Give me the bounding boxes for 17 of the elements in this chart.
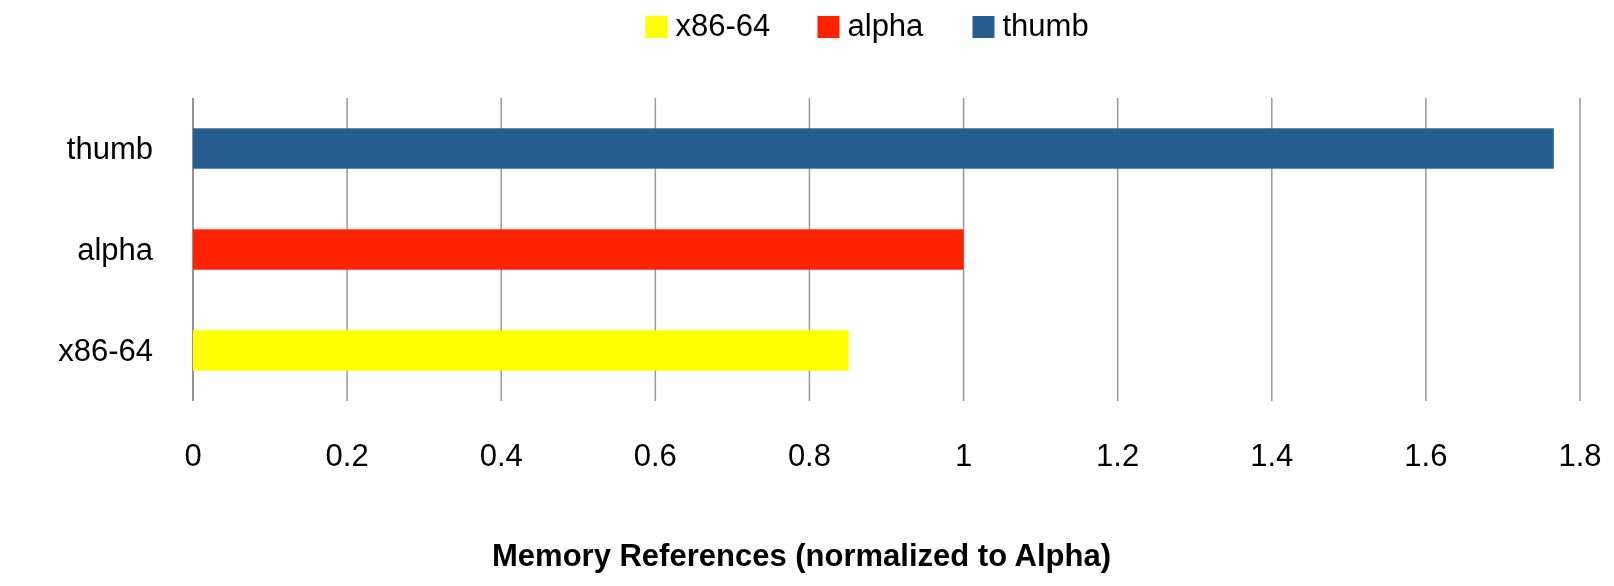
x-tick-label: 1.2 xyxy=(1096,438,1140,473)
x-tick-label: 0 xyxy=(184,438,202,473)
y-tick-label: x86-64 xyxy=(58,333,153,369)
x-axis-title: Memory References (normalized to Alpha) xyxy=(492,538,1111,573)
x-tick-label: 1.6 xyxy=(1404,438,1448,473)
y-tick-label: thumb xyxy=(66,131,153,167)
legend-label: x86-64 xyxy=(675,8,771,43)
x-tick-label: 0.6 xyxy=(633,438,677,473)
x-tick-label: 1.4 xyxy=(1250,438,1294,473)
x-tick-label: 0.4 xyxy=(479,438,523,473)
legend-label: thumb xyxy=(1002,8,1089,43)
y-tick-label: alpha xyxy=(77,232,154,268)
x-tick-label: 0.2 xyxy=(325,438,369,473)
x-tick-label: 1 xyxy=(954,438,973,473)
legend-label: alpha xyxy=(847,8,925,43)
x-tick-label: 1.8 xyxy=(1558,438,1602,473)
x-tick-label: 0.8 xyxy=(787,438,831,473)
